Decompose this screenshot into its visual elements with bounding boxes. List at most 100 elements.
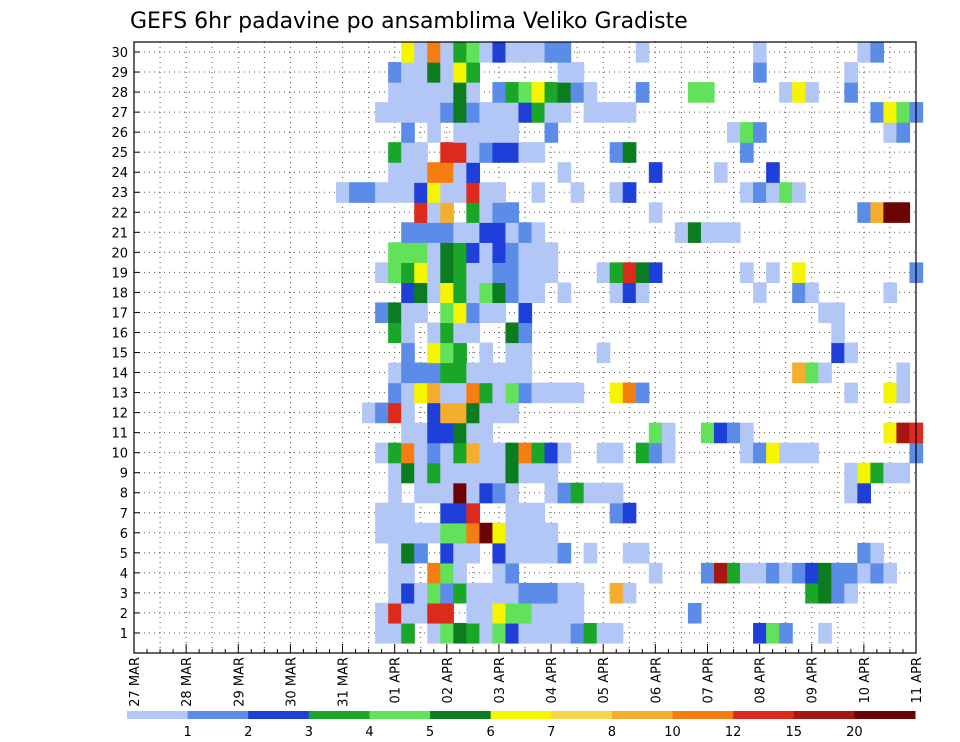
- y-tick-label: 7: [120, 507, 128, 522]
- heatmap-cell: [492, 442, 507, 464]
- heatmap-cell: [531, 102, 546, 123]
- heatmap-cell: [544, 442, 559, 464]
- heatmap-cell: [401, 362, 415, 384]
- colorbar-label: 4: [365, 725, 373, 740]
- heatmap-cell: [727, 222, 741, 243]
- heatmap-cell: [766, 622, 780, 644]
- heatmap-cell: [427, 262, 441, 283]
- heatmap-cell: [492, 302, 507, 324]
- heatmap-cell: [401, 42, 415, 63]
- heatmap-cell: [388, 622, 402, 644]
- heatmap-cell: [479, 522, 494, 544]
- heatmap-cell: [453, 302, 467, 324]
- y-tick-label: 2: [120, 607, 128, 622]
- heatmap-cell: [753, 122, 767, 143]
- heatmap-cell: [518, 82, 533, 103]
- heatmap-cell: [427, 102, 441, 123]
- heatmap-cell: [466, 162, 480, 183]
- heatmap-cell: [531, 82, 546, 103]
- colorbar-swatch: [308, 711, 370, 719]
- heatmap-cell: [466, 382, 480, 404]
- heatmap-cell: [557, 82, 572, 103]
- heatmap-cell: [414, 202, 428, 223]
- heatmap-cell: [609, 622, 624, 644]
- heatmap-cell: [570, 62, 585, 83]
- heatmap-cell: [635, 442, 650, 464]
- heatmap-cell: [583, 482, 598, 504]
- heatmap-cell: [492, 42, 507, 63]
- colorbar-swatch: [672, 711, 734, 719]
- heatmap-cell: [466, 622, 480, 644]
- heatmap-cell: [779, 442, 793, 464]
- heatmap-cell: [440, 302, 454, 324]
- heatmap-cell: [492, 382, 507, 404]
- heatmap-cell: [805, 282, 819, 304]
- heatmap-cell: [531, 182, 546, 203]
- heatmap-cell: [570, 182, 585, 203]
- heatmap-cell: [375, 502, 389, 524]
- heatmap-cell: [414, 282, 428, 304]
- heatmap-cell: [505, 522, 520, 544]
- heatmap-cell: [687, 82, 702, 103]
- heatmap-cell: [844, 562, 858, 584]
- heatmap-cell: [622, 102, 637, 123]
- heatmap-cell: [388, 602, 402, 624]
- heatmap-cell: [505, 102, 520, 123]
- heatmap-cell: [466, 322, 480, 344]
- heatmap-cell: [401, 162, 415, 183]
- heatmap-cell: [557, 442, 572, 464]
- colorbar-swatch: [551, 711, 613, 719]
- heatmap-cell: [557, 102, 572, 123]
- y-tick-label: 9: [120, 467, 128, 482]
- heatmap-cell: [453, 362, 467, 384]
- heatmap-cell: [492, 622, 507, 644]
- heatmap-cell: [440, 262, 454, 283]
- heatmap-cell: [492, 402, 507, 424]
- heatmap-cell: [466, 42, 480, 63]
- heatmap-cell: [518, 622, 533, 644]
- heatmap-cell: [427, 382, 441, 404]
- heatmap-cell: [570, 482, 585, 504]
- heatmap-cell: [440, 482, 454, 504]
- heatmap-cell: [492, 202, 507, 223]
- heatmap-cell: [440, 602, 454, 624]
- heatmap-cell: [388, 382, 402, 404]
- heatmap-cell: [753, 182, 767, 203]
- heatmap-cell: [570, 82, 585, 103]
- heatmap-cell: [557, 622, 572, 644]
- heatmap-cell: [440, 362, 454, 384]
- heatmap-cell: [401, 142, 415, 163]
- x-tick-label: 27 MAR: [128, 657, 143, 707]
- heatmap-cell: [466, 102, 480, 123]
- heatmap-cell: [440, 562, 454, 584]
- heatmap-cell: [700, 422, 715, 444]
- heatmap-cell: [544, 582, 559, 604]
- heatmap-cell: [362, 182, 376, 203]
- heatmap-cell: [414, 102, 428, 123]
- heatmap-cell: [427, 602, 441, 624]
- heatmap-cell: [427, 462, 441, 484]
- x-tick-label: 11 APR: [910, 657, 925, 703]
- heatmap-cell: [753, 442, 767, 464]
- heatmap-cell: [518, 42, 533, 63]
- heatmap-cell: [883, 102, 898, 123]
- colorbar-label: 1: [183, 725, 191, 740]
- heatmap-cell: [857, 562, 871, 584]
- heatmap-cell: [831, 582, 845, 604]
- heatmap-cell: [466, 442, 480, 464]
- x-tick-label: 09 APR: [806, 657, 821, 703]
- heatmap-cell: [661, 422, 676, 444]
- heatmap-cell: [401, 182, 415, 203]
- heatmap-cell: [531, 242, 546, 263]
- heatmap-cell: [440, 202, 454, 223]
- colorbar-label: 10: [664, 725, 681, 740]
- heatmap-cell: [622, 182, 637, 203]
- heatmap-cell: [440, 142, 454, 163]
- heatmap-cell: [479, 402, 494, 424]
- heatmap-cell: [505, 322, 520, 344]
- heatmap-cell: [453, 562, 467, 584]
- heatmap-cell: [388, 322, 402, 344]
- heatmap-cell: [544, 102, 559, 123]
- y-tick-label: 30: [111, 46, 128, 61]
- heatmap-cell: [492, 82, 507, 103]
